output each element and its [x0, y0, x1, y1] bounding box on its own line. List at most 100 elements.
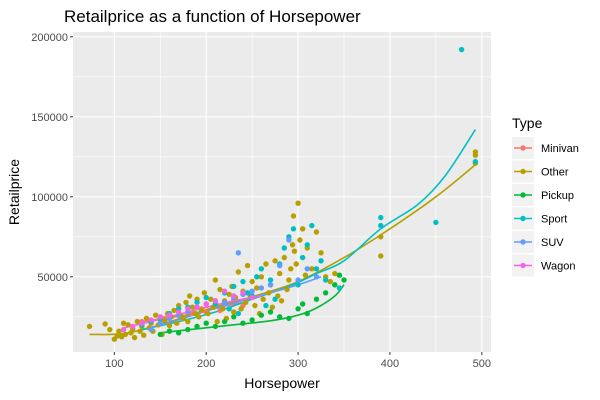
point-sport: [433, 219, 439, 226]
point-suv: [235, 250, 242, 256]
point-other: [293, 261, 299, 267]
point-wagon: [166, 312, 173, 318]
point-other: [281, 254, 287, 261]
legend-label: Wagon: [541, 261, 575, 273]
y-tick-label: 150000: [31, 112, 68, 124]
point-wagon: [175, 309, 182, 315]
point-sport: [378, 222, 384, 229]
point-wagon: [194, 304, 200, 310]
point-other: [299, 226, 306, 232]
point-pickup: [336, 272, 343, 278]
point-other: [152, 312, 159, 318]
point-other: [180, 315, 186, 322]
point-other: [122, 331, 129, 338]
point-wagon: [231, 293, 237, 299]
x-tick-label: 500: [473, 358, 491, 370]
point-wagon: [130, 323, 136, 330]
point-pickup: [295, 306, 301, 312]
y-axis-ticks: 50000 100000 150000 200000: [31, 32, 73, 284]
point-other: [166, 322, 173, 329]
point-pickup: [175, 330, 182, 336]
point-other: [378, 234, 384, 240]
point-other: [217, 286, 223, 293]
point-other: [226, 291, 232, 298]
point-other: [269, 304, 276, 310]
point-pickup: [203, 320, 209, 326]
point-other: [313, 229, 320, 235]
y-axis-title: Retailprice: [6, 159, 22, 225]
point-other: [107, 326, 113, 333]
legend-item-pickup: Pickup: [512, 184, 574, 206]
legend-key-point: [520, 192, 526, 198]
point-sport: [263, 302, 269, 309]
point-other: [208, 296, 214, 302]
point-other: [171, 307, 177, 314]
point-suv: [267, 282, 274, 288]
point-other: [327, 278, 333, 285]
point-other: [278, 298, 285, 304]
point-other: [244, 262, 251, 269]
point-other: [235, 269, 242, 275]
point-other: [288, 266, 294, 272]
legend-title: Type: [512, 115, 543, 131]
point-other: [131, 334, 138, 341]
x-tick-label: 300: [289, 358, 307, 370]
point-other: [214, 318, 220, 325]
point-other: [116, 328, 122, 334]
point-sport: [295, 282, 301, 288]
point-wagon: [212, 298, 219, 304]
point-other: [295, 200, 301, 206]
point-other: [309, 266, 315, 272]
point-wagon: [139, 320, 145, 326]
point-pickup: [286, 315, 292, 322]
point-other: [120, 320, 127, 326]
legend-label: Sport: [541, 214, 567, 226]
point-pickup: [299, 301, 306, 307]
point-sport: [472, 158, 479, 165]
point-other: [286, 277, 292, 283]
legend-label: Other: [541, 167, 569, 179]
point-other: [201, 290, 208, 296]
legend-item-suv: SUV: [512, 231, 564, 253]
point-other: [212, 277, 219, 283]
point-sport: [235, 310, 242, 317]
point-pickup: [231, 314, 237, 320]
point-other: [205, 310, 211, 317]
point-pickup: [267, 309, 274, 315]
point-sport: [226, 306, 232, 312]
point-other: [265, 290, 272, 296]
point-sport: [318, 258, 324, 264]
point-sport: [244, 290, 251, 296]
legend: Type Minivan Other Pickup Sport SUV Wagon: [512, 115, 579, 277]
point-other: [125, 322, 131, 328]
point-other: [252, 302, 258, 309]
point-sport: [304, 242, 310, 248]
point-other: [289, 242, 296, 248]
point-suv: [258, 285, 265, 291]
point-other: [291, 248, 298, 254]
legend-label: SUV: [541, 237, 564, 249]
x-tick-label: 400: [381, 358, 399, 370]
point-other: [189, 304, 196, 310]
point-pickup: [157, 331, 163, 338]
legend-item-minivan: Minivan: [512, 137, 579, 159]
chart-title: Retailprice as a function of Horsepower: [64, 7, 361, 26]
point-sport: [378, 214, 384, 221]
point-other: [137, 328, 143, 334]
point-suv: [304, 266, 310, 272]
point-other: [332, 270, 338, 277]
point-pickup: [322, 290, 329, 296]
x-axis-title: Horsepower: [244, 375, 320, 391]
smooth-line-pickup: [160, 284, 345, 334]
point-other: [378, 253, 384, 259]
legend-item-wagon: Wagon: [512, 254, 575, 277]
point-other: [297, 237, 303, 243]
point-sport: [322, 277, 329, 283]
point-other: [254, 285, 260, 291]
point-other: [198, 307, 205, 314]
point-sport: [309, 222, 315, 229]
point-suv: [148, 326, 154, 333]
point-pickup: [341, 277, 347, 283]
